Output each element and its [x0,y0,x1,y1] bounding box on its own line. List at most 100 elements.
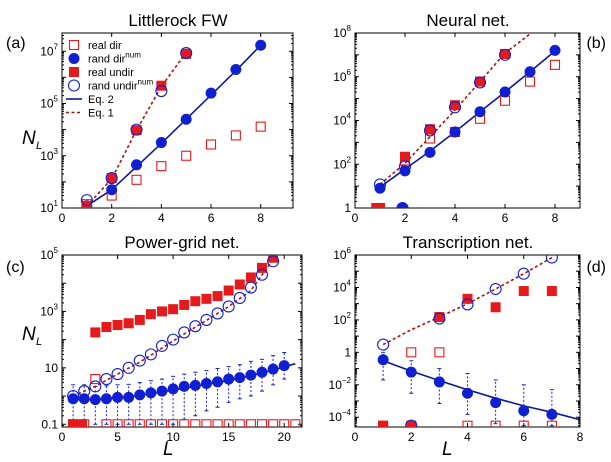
data-point [490,302,501,313]
data-point [255,121,266,132]
y-tick-label: 101 [40,199,58,215]
y-tick-label: 103 [40,302,58,318]
data-point [223,285,234,296]
y-tick-label: 104 [333,278,351,294]
data-point [405,419,418,427]
data-point [211,307,224,320]
series-line [86,44,262,207]
data-point [424,146,436,158]
data-point [546,286,557,297]
data-point [156,385,168,397]
data-point [546,408,558,420]
legend-item: Eq. 2 [66,94,114,106]
legend-label: Eq. 2 [88,94,114,106]
data-point [200,377,212,389]
data-point [131,159,143,171]
legend-label: rand dirnum [88,51,141,66]
data-point [157,306,167,317]
data-point [106,184,118,196]
data-point [498,48,512,61]
y-tick-label: 1 [344,201,351,215]
data-point [167,333,180,346]
panel-label: (a) [6,35,26,52]
chart-panel: Transcription net. (d) 0 2 4 6 8 10−4 10−2 1 102 10… [329,233,606,444]
data-point [434,347,445,358]
legend-label: real undir [88,67,134,79]
data-point [180,47,193,60]
data-point [111,368,124,381]
data-point [222,300,235,313]
panel-label: (c) [6,259,25,276]
y-tick-label: 1 [344,345,351,359]
data-point [179,419,190,427]
data-point [433,376,445,388]
data-point [230,64,242,76]
x-tick-label: 2 [108,211,115,225]
data-point [145,309,156,320]
data-point [371,203,382,208]
data-point [230,130,241,141]
data-point [178,326,191,339]
x-tick-label: 6 [502,211,509,225]
data-point [490,420,501,427]
data-point [78,385,91,398]
data-point [205,87,217,99]
data-point [267,255,280,268]
data-point [112,391,124,403]
data-point [178,380,190,392]
data-point [433,312,446,325]
data-point [201,293,212,304]
y-axis-label: N [22,128,36,149]
data-point [461,298,474,311]
data-point [377,354,389,366]
data-point [201,419,212,427]
x-axis-label-right: L [442,439,453,460]
data-point [167,383,179,395]
data-point [290,419,301,427]
data-point [134,389,146,401]
data-point [179,299,190,310]
data-point [278,360,290,372]
chart-title: Neural net. [426,11,509,30]
data-point [518,405,530,417]
data-point [268,419,279,427]
data-point [373,178,387,191]
data-point [377,338,390,351]
data-point [106,173,117,184]
y-tick-label: 108 [333,24,351,40]
x-tick-label: 0 [59,430,66,444]
legend-item: real dir [68,39,122,52]
data-point [67,79,81,92]
legend-label: Eq. 1 [88,108,114,120]
data-point [80,194,93,207]
data-point [122,361,135,374]
data-point [434,312,445,323]
data-point [212,376,224,388]
data-point [200,313,213,326]
data-point [155,137,167,149]
data-point [105,172,118,185]
data-point [397,202,408,208]
data-point [168,304,179,315]
y-tick-label: 10−2 [329,376,352,392]
data-point [190,419,201,427]
x-tick-label: 4 [452,211,459,225]
plot-area [80,39,267,208]
x-tick-label: 0 [352,430,359,444]
y-tick-label: 105 [40,246,58,262]
chart-panel: Power-grid net. (c) 0 5 10 15 20 0.1 10 103 105 [6,233,303,444]
data-point [406,347,417,358]
common-ylabel-bottom: N L [22,324,42,348]
panel-label: (d) [586,259,606,276]
data-point [423,124,437,137]
data-point [212,419,223,427]
data-point [112,320,123,331]
x-tick-label: 8 [552,211,559,225]
data-point [517,267,530,280]
y-tick-label: 102 [333,311,351,327]
data-point [144,348,157,361]
data-point [100,373,113,386]
x-axis-label-left: L [163,439,174,460]
data-point [499,86,511,98]
